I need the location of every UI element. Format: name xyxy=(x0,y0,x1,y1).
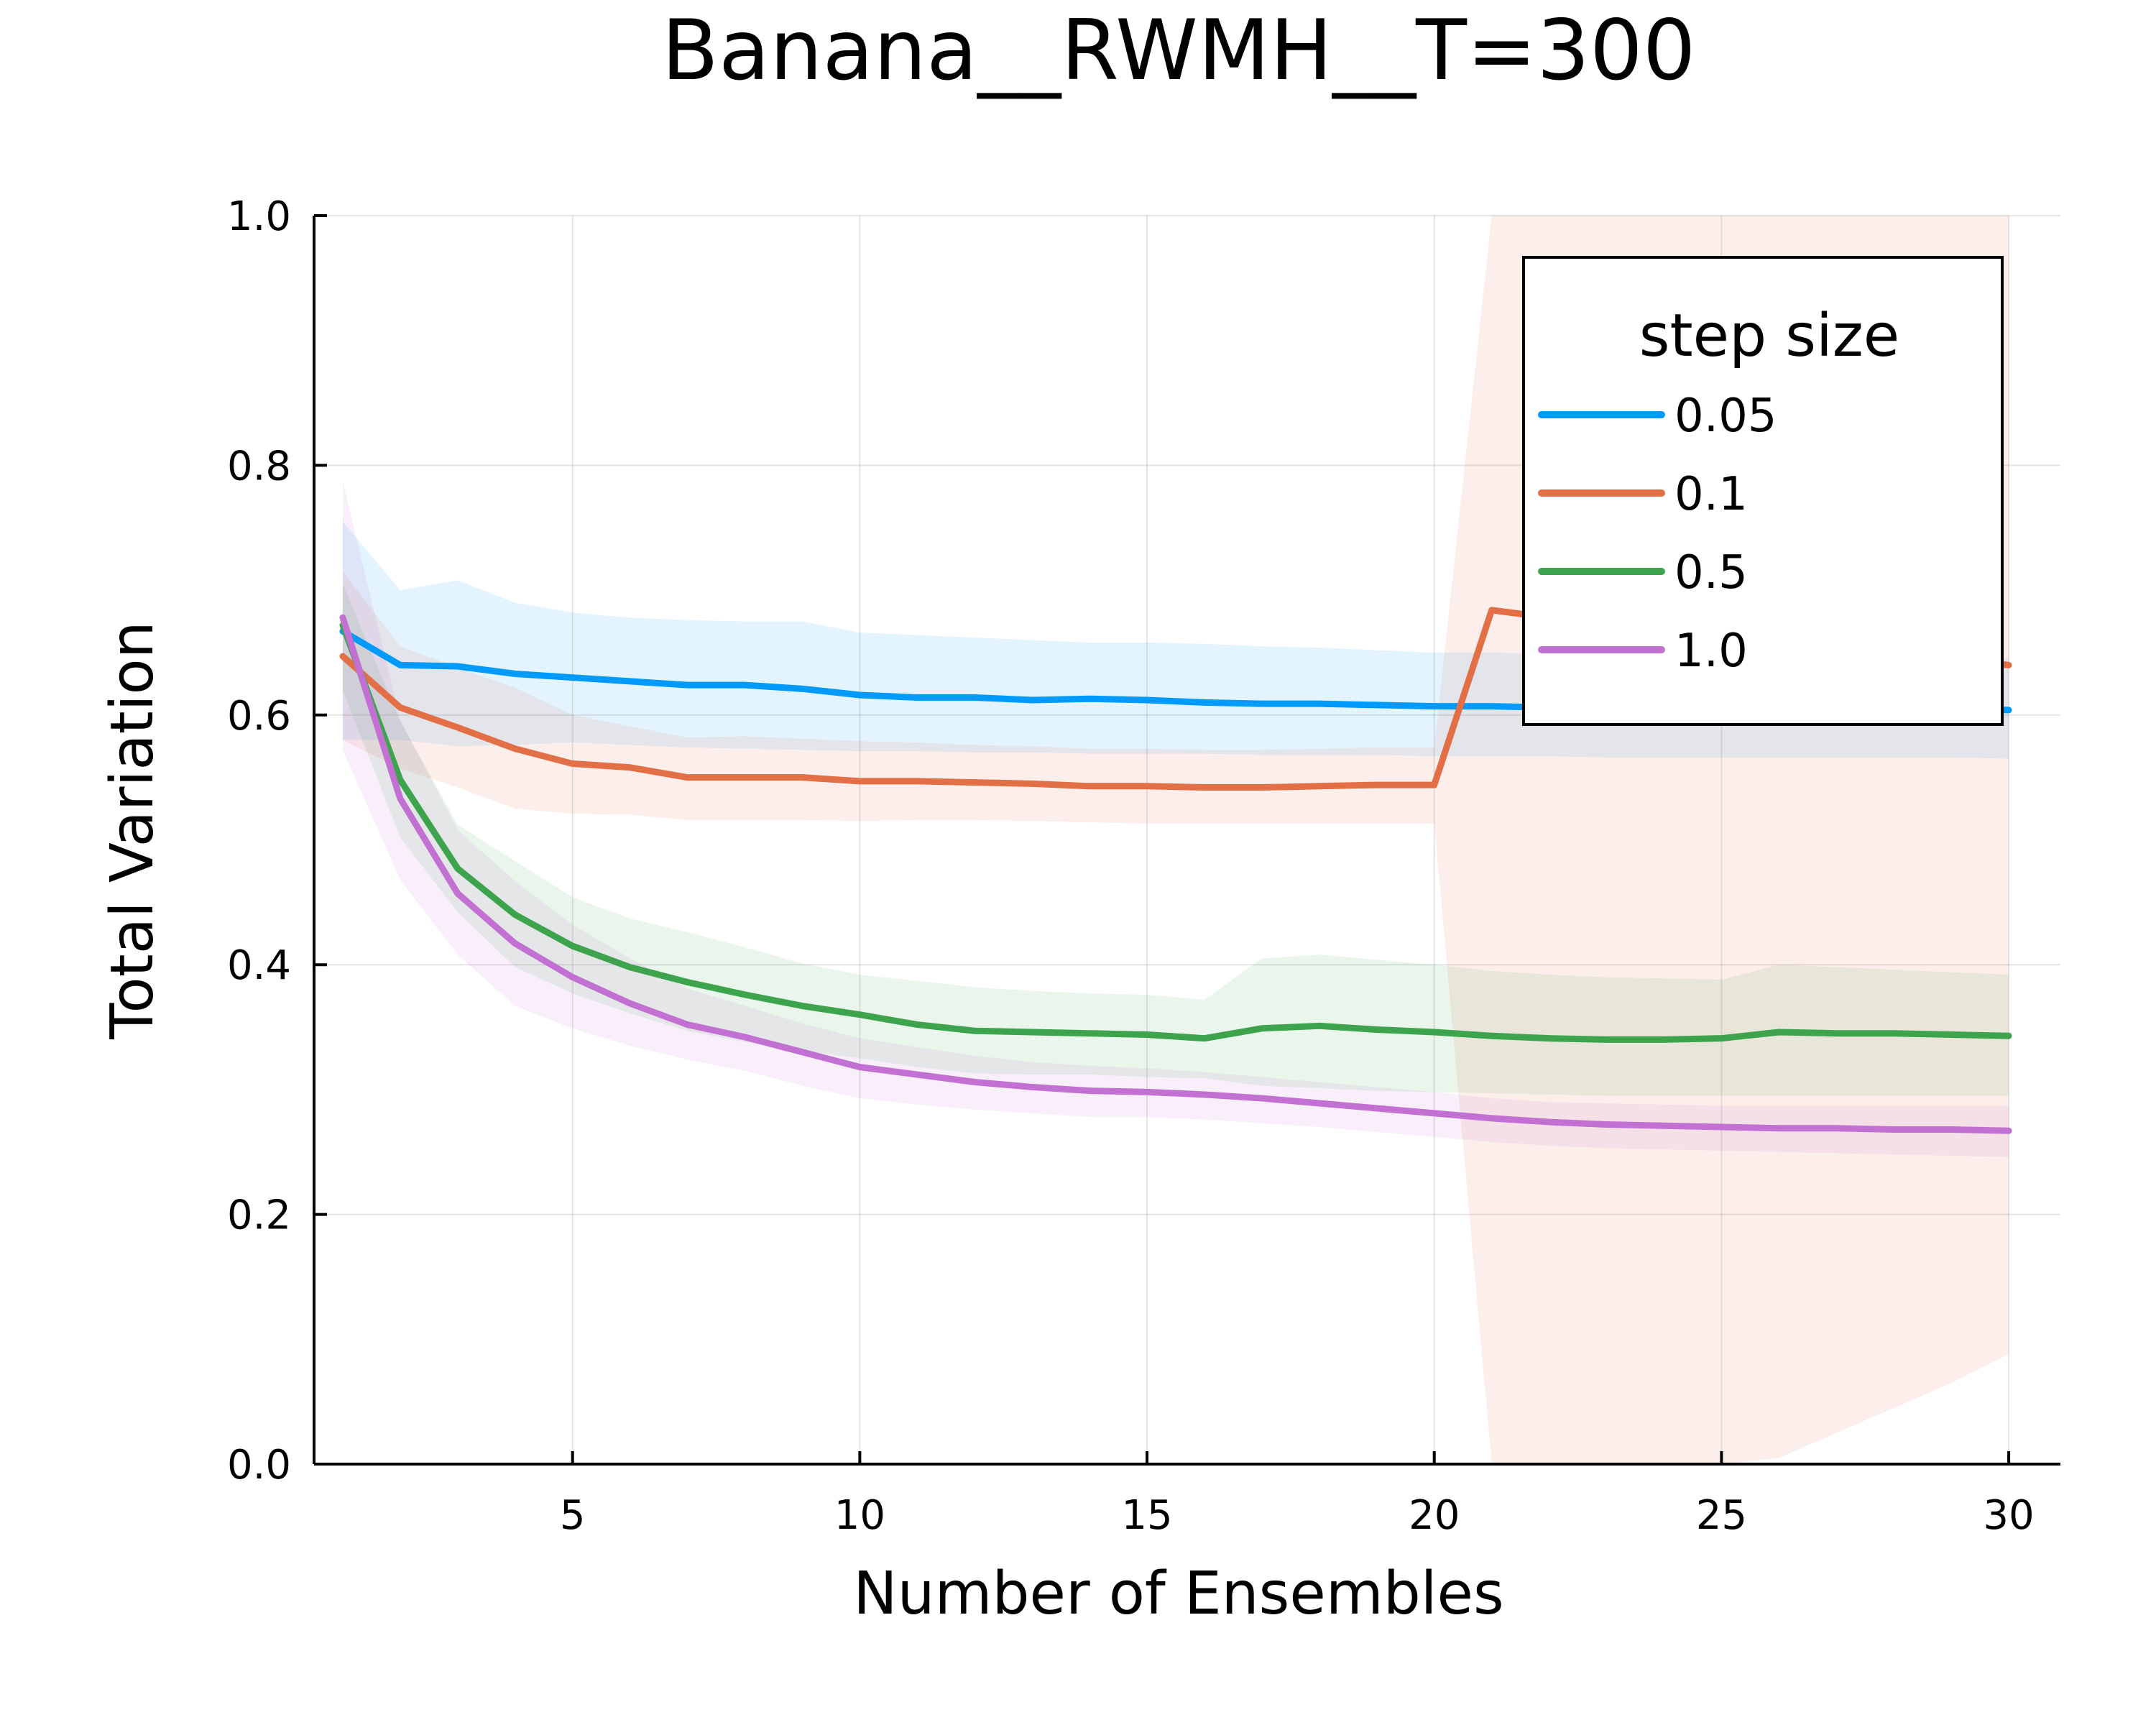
legend-label-0.5: 0.5 xyxy=(1674,546,1748,599)
y-tick-label: 0.0 xyxy=(227,1442,291,1489)
y-axis-title: Total Variation xyxy=(98,621,167,1039)
y-tick-label: 0.2 xyxy=(227,1192,291,1239)
y-tick-label: 0.6 xyxy=(227,693,291,740)
y-tick-label: 1.0 xyxy=(227,193,291,240)
x-tick-label: 25 xyxy=(1696,1492,1747,1539)
x-tick-label: 15 xyxy=(1121,1492,1172,1539)
x-tick-label: 20 xyxy=(1409,1492,1460,1539)
legend-label-1.0: 1.0 xyxy=(1674,625,1748,678)
x-tick-label: 5 xyxy=(560,1492,586,1539)
band-0.5 xyxy=(342,584,2009,1096)
legend-label-0.05: 0.05 xyxy=(1674,390,1777,443)
series-line-1.0 xyxy=(339,614,2012,1134)
tick-labels: 5 10 15 20 25 30 0.0 0.2 0.4 0.6 0.8 1.0 xyxy=(227,193,2035,1539)
chart-title: Banana__RWMH__T=300 xyxy=(661,2,1695,99)
y-tick-label: 0.8 xyxy=(227,443,291,489)
x-tick-label: 30 xyxy=(1983,1492,2034,1539)
y-tick-label: 0.4 xyxy=(227,942,291,989)
axes xyxy=(313,214,2060,1466)
legend-items: 0.05 0.1 0.5 1.0 xyxy=(1538,390,1777,678)
x-axis-title: Number of Ensembles xyxy=(853,1560,1503,1628)
legend-title: step size xyxy=(1639,302,1899,370)
legend-label-0.1: 0.1 xyxy=(1674,468,1748,521)
x-tick-label: 10 xyxy=(834,1492,885,1539)
legend: step size 0.05 0.1 0.5 1.0 xyxy=(1522,256,2004,726)
series-line-0.5 xyxy=(339,622,2012,1043)
